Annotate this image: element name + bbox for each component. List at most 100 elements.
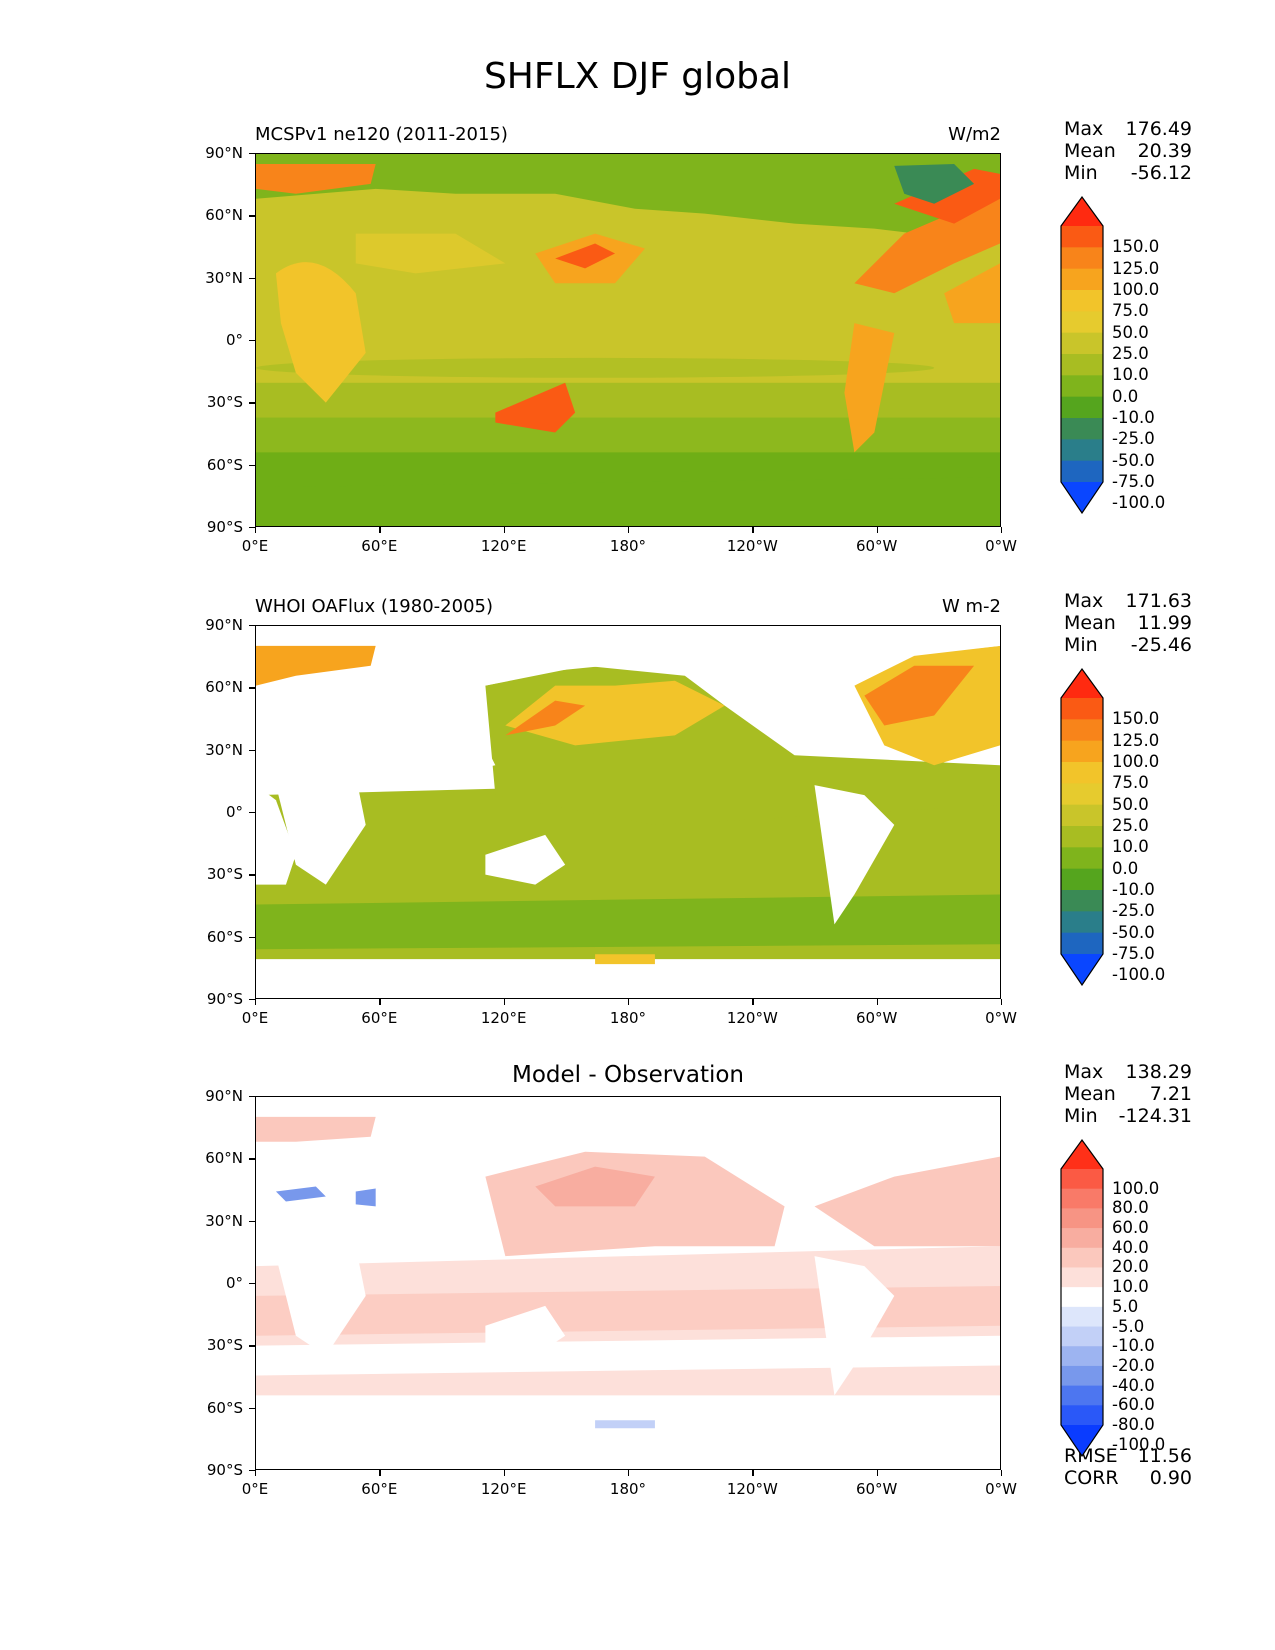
stats-obs: Max 171.63 Mean 11.99 Min -25.46 [1064,590,1192,656]
colorbar-segment [1061,847,1103,870]
colorbar-segment [1061,1326,1103,1347]
colorbar-label: -25.0 [1112,429,1155,449]
lon-tick-label: 60°W [855,1009,898,1027]
colorbar-segment [1061,1405,1103,1426]
lon-tick [255,527,257,533]
stats-diff: Max 138.29 Mean 7.21 Min -124.31 [1064,1061,1192,1127]
colorbar-segment [1061,719,1103,742]
colorbar-label: 0.0 [1112,386,1139,406]
stat-max: Max 138.29 [1064,1061,1192,1083]
lat-tick-label: 30°N [205,740,243,759]
colorbar-extend-max [1061,669,1103,698]
colorbar-segment [1061,311,1103,334]
lon-tick [379,1470,381,1476]
colorbar-segment [1061,1365,1103,1387]
stat-max: Max 176.49 [1064,118,1192,140]
colorbar-label: -10.0 [1112,408,1155,427]
colorbar-extend-min [1061,1425,1103,1456]
stat-max: Max 171.63 [1064,590,1192,612]
lat-tick-label: 30°S [206,865,243,884]
lon-tick-label: 180° [609,1009,647,1027]
lon-tick [255,999,257,1005]
lat-tick [249,687,255,689]
colorbar-extend-min [1061,954,1103,985]
stat-rmse: RMSE 11.56 [1064,1445,1192,1467]
colorbar-segment [1061,375,1103,398]
lat-tick [249,1345,255,1347]
map-diff-field [256,1097,1000,1469]
colorbar-label: -80.0 [1112,1415,1155,1434]
lon-tick-label: 60°W [855,1480,898,1498]
colorbar-segment [1061,890,1103,912]
lat-tick [249,340,255,342]
stat-value: -25.46 [1130,634,1192,656]
colorbar-segment [1061,1267,1103,1288]
colorbar-segment [1061,290,1103,312]
lon-tick-label: 180° [609,1480,647,1498]
colorbar-segment [1061,1346,1103,1367]
lat-tick [249,527,255,529]
lon-tick [752,999,754,1005]
stat-value: 7.21 [1149,1083,1192,1105]
lat-tick-label: 0° [225,331,243,349]
colorbar-segment [1061,762,1103,784]
lon-tick [503,1470,505,1476]
map-diff [255,1096,1001,1470]
colorbar-label: 10.0 [1112,837,1149,857]
colorbar-segment [1061,911,1103,934]
lat-tick-label: 90°N [205,616,243,634]
colorbar-label: 60.0 [1112,1218,1149,1238]
stat-min: Min -124.31 [1064,1105,1192,1127]
colorbar-extend-max [1061,1140,1103,1169]
lat-tick-label: 60°S [206,1398,243,1417]
lat-tick-label: 60°N [205,678,243,697]
colorbar-segment [1061,439,1103,462]
stat-min: Min -56.12 [1064,162,1192,184]
panel-left-title: WHOI OAFlux (1980-2005) [255,596,493,617]
lon-tick-label: 120°W [726,1480,778,1498]
colorbar-label: 100.0 [1112,280,1160,299]
lon-tick-label: 0°W [985,1480,1017,1498]
lon-tick-label: 120°W [726,537,778,555]
lat-tick-label: 30°S [206,1336,243,1355]
stat-value: 0.90 [1149,1467,1192,1489]
lat-tick-label: 90°N [205,144,243,162]
lon-tick [752,527,754,533]
lat-tick [249,153,255,155]
colorbar-label: 80.0 [1112,1198,1149,1218]
colorbar-label: 125.0 [1112,730,1160,750]
colorbar-label: -100.0 [1112,493,1166,513]
lon-tick-label: 180° [609,537,647,555]
colorbar-label: 50.0 [1112,794,1149,814]
lon-tick-label: 120°E [480,537,527,555]
colorbar-segment [1061,1208,1103,1229]
lat-tick [249,1096,255,1098]
colorbar-segment [1061,1228,1103,1249]
colorbar-label: -60.0 [1112,1395,1155,1415]
stat-value: 138.29 [1125,1061,1192,1083]
colorbar-label: -100.0 [1112,965,1166,985]
colorbar-segment [1061,332,1103,355]
lat-tick-label: 60°S [206,927,243,946]
colorbar-segment [1061,932,1103,955]
lat-tick-label: 30°N [205,1211,243,1230]
lon-tick-label: 0°W [985,1009,1017,1027]
colorbar-label: -20.0 [1112,1355,1155,1375]
lon-tick-label: 0°E [241,537,269,555]
lat-tick [249,749,255,751]
stat-label: Mean [1064,140,1116,162]
colorbar-segment [1061,1169,1103,1190]
colorbar-label: 100.0 [1112,1178,1160,1198]
stat-label: Max [1064,118,1104,140]
stat-label: Mean [1064,612,1116,634]
lat-tick [249,464,255,466]
stat-label: Max [1064,1061,1104,1083]
colorbar-label: 125.0 [1112,258,1160,278]
colorbar-label: -10.0 [1112,1336,1155,1356]
lat-tick [249,402,255,404]
colorbar-segment [1061,868,1103,891]
colorbar-label: -75.0 [1112,944,1155,963]
stat-value: 176.49 [1125,118,1192,140]
colorbar-label: 10.0 [1112,365,1149,385]
colorbar-extend-max [1061,197,1103,226]
